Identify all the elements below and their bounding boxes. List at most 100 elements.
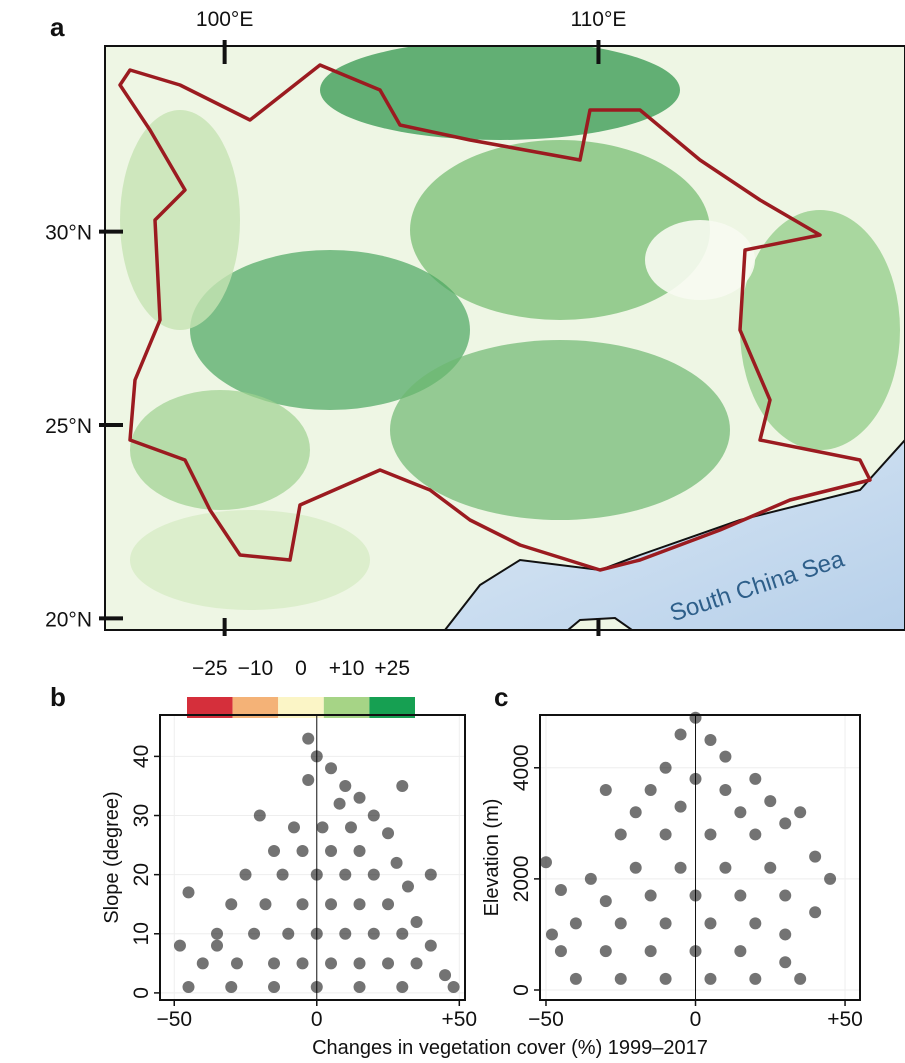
point bbox=[367, 809, 380, 822]
x-tick-label: +50 bbox=[441, 1008, 477, 1031]
point bbox=[734, 806, 747, 819]
point bbox=[569, 972, 582, 985]
point bbox=[353, 791, 366, 804]
point bbox=[225, 898, 238, 911]
y-tick-label: 25°N bbox=[45, 415, 92, 438]
map-raster bbox=[105, 46, 905, 630]
map-frame bbox=[104, 45, 905, 631]
point bbox=[211, 939, 224, 952]
point bbox=[401, 880, 414, 893]
y-tick-label: 0 bbox=[510, 984, 533, 996]
point bbox=[704, 972, 717, 985]
point bbox=[439, 969, 452, 982]
point bbox=[339, 927, 352, 940]
legend-label: +10 bbox=[329, 657, 365, 680]
point bbox=[614, 917, 627, 930]
point bbox=[749, 828, 762, 841]
point bbox=[629, 861, 642, 874]
point bbox=[287, 821, 300, 834]
point bbox=[704, 828, 717, 841]
point bbox=[276, 868, 289, 881]
point bbox=[674, 800, 687, 813]
point bbox=[325, 957, 338, 970]
point bbox=[689, 711, 702, 724]
point bbox=[325, 898, 338, 911]
point bbox=[325, 762, 338, 775]
point bbox=[689, 889, 702, 902]
point bbox=[424, 939, 437, 952]
point bbox=[704, 917, 717, 930]
point bbox=[644, 945, 657, 958]
point bbox=[689, 772, 702, 785]
y-tick-label: 0 bbox=[130, 987, 153, 999]
point bbox=[734, 945, 747, 958]
point bbox=[211, 927, 224, 940]
point bbox=[689, 945, 702, 958]
point bbox=[367, 927, 380, 940]
point bbox=[325, 844, 338, 857]
point bbox=[367, 868, 380, 881]
point bbox=[282, 927, 295, 940]
point bbox=[674, 728, 687, 741]
y-tick-label: 20 bbox=[130, 863, 153, 886]
plot-frame bbox=[159, 714, 466, 1001]
point bbox=[424, 868, 437, 881]
point bbox=[382, 957, 395, 970]
point bbox=[296, 898, 309, 911]
y-tick-label: 2000 bbox=[510, 856, 533, 903]
y-axis-label: Elevation (m) bbox=[481, 799, 503, 917]
point bbox=[268, 844, 281, 857]
point bbox=[382, 898, 395, 911]
point bbox=[749, 917, 762, 930]
point bbox=[764, 795, 777, 808]
point bbox=[659, 761, 672, 774]
point bbox=[779, 928, 792, 941]
point bbox=[569, 917, 582, 930]
point bbox=[302, 732, 315, 745]
point bbox=[809, 906, 822, 919]
point bbox=[614, 828, 627, 841]
point bbox=[333, 797, 346, 810]
point bbox=[182, 886, 195, 899]
point bbox=[296, 844, 309, 857]
legend-label: 0 bbox=[295, 657, 307, 680]
point bbox=[225, 980, 238, 993]
y-tick-label: 4000 bbox=[510, 744, 533, 791]
point bbox=[779, 889, 792, 902]
y-axis-label: Slope (degree) bbox=[101, 791, 123, 923]
point bbox=[410, 957, 423, 970]
point bbox=[554, 884, 567, 896]
point bbox=[310, 980, 323, 993]
point bbox=[316, 821, 329, 834]
point bbox=[794, 972, 807, 985]
point bbox=[239, 868, 252, 881]
legend-swatch bbox=[323, 697, 370, 718]
point bbox=[734, 889, 747, 902]
point bbox=[719, 784, 732, 796]
point bbox=[353, 898, 366, 911]
point bbox=[447, 980, 460, 993]
point bbox=[554, 945, 567, 958]
point bbox=[749, 772, 762, 785]
point bbox=[344, 821, 357, 834]
point bbox=[749, 972, 762, 985]
point bbox=[253, 809, 266, 822]
point bbox=[629, 806, 642, 819]
point bbox=[182, 980, 195, 993]
point bbox=[779, 956, 792, 969]
x-tick-label: 100°E bbox=[196, 8, 253, 31]
legend-swatch bbox=[187, 697, 233, 718]
point bbox=[674, 861, 687, 874]
point bbox=[390, 856, 403, 869]
point bbox=[794, 806, 807, 819]
panel-label: a bbox=[50, 12, 65, 42]
legend-swatch bbox=[232, 697, 279, 718]
point bbox=[268, 980, 281, 993]
point bbox=[659, 917, 672, 930]
point bbox=[248, 927, 261, 940]
y-tick-label: 10 bbox=[130, 922, 153, 945]
y-tick-label: 30 bbox=[130, 804, 153, 827]
x-axis-label: Changes in vegetation cover (%) 1999–201… bbox=[312, 1037, 708, 1059]
point bbox=[599, 945, 612, 958]
